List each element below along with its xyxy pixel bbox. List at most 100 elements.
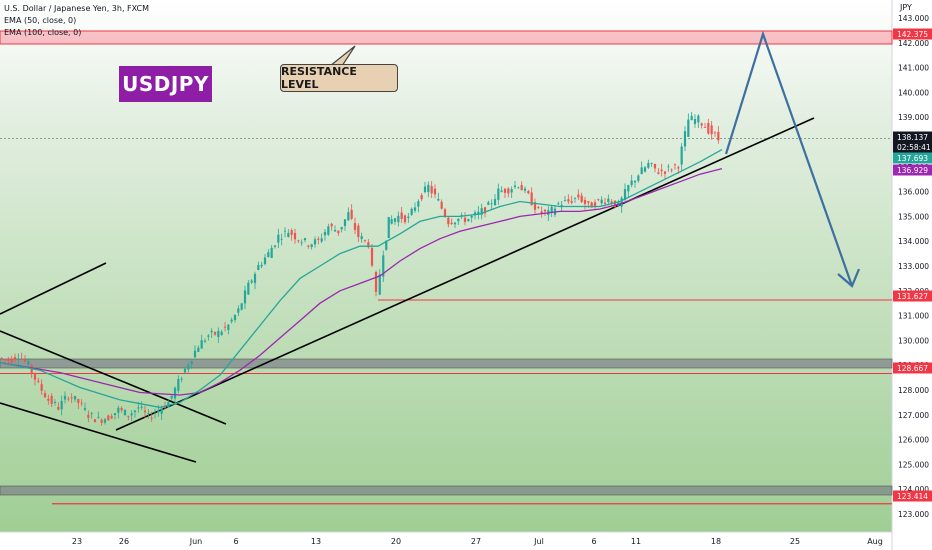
candle-body bbox=[190, 361, 193, 365]
candle-body bbox=[73, 395, 77, 400]
candle-body bbox=[320, 238, 323, 242]
candle-body bbox=[300, 242, 303, 244]
projection-arrowhead bbox=[837, 268, 861, 288]
candle-body bbox=[120, 407, 123, 411]
price-label-text: 02:58:41 bbox=[897, 143, 931, 152]
candle-body bbox=[493, 199, 497, 206]
candle-body bbox=[330, 223, 333, 227]
price-label-text: 142.375 bbox=[897, 30, 928, 39]
candle-body bbox=[133, 410, 137, 413]
y-tick-label: 134.000 bbox=[898, 237, 929, 246]
candle-body bbox=[290, 230, 293, 235]
candle-body bbox=[343, 219, 347, 226]
candle-body bbox=[473, 212, 477, 216]
candle-body bbox=[467, 219, 470, 222]
candle-body bbox=[503, 188, 507, 193]
candle-body bbox=[470, 215, 473, 218]
y-tick-label: 123.000 bbox=[898, 510, 929, 519]
candle-body bbox=[170, 395, 173, 399]
candle-body bbox=[70, 397, 73, 399]
support-zone-1[interactable] bbox=[0, 358, 893, 369]
candle-body bbox=[483, 207, 487, 214]
candle-body bbox=[400, 212, 403, 219]
price-label-box bbox=[893, 362, 932, 374]
candle-body bbox=[687, 119, 690, 137]
candle-body bbox=[240, 303, 243, 310]
candle-body bbox=[497, 188, 500, 200]
channel-lower-line[interactable] bbox=[0, 402, 197, 463]
candle-body bbox=[640, 167, 643, 175]
candle-body bbox=[97, 416, 100, 418]
projection-path[interactable] bbox=[724, 30, 854, 287]
candle-body bbox=[153, 413, 157, 415]
candle-body bbox=[273, 245, 277, 247]
candle-body bbox=[413, 207, 417, 211]
candle-body bbox=[140, 406, 143, 408]
candle-body bbox=[177, 379, 180, 391]
x-tick-label: 13 bbox=[311, 537, 321, 546]
candle-body bbox=[597, 199, 600, 201]
candle-body bbox=[313, 239, 317, 245]
y-tick-label: 140.000 bbox=[898, 88, 929, 97]
legend-symbol: U.S. Dollar / Japanese Yen, 3h, FXCM bbox=[4, 4, 150, 13]
candle-body bbox=[607, 198, 610, 203]
channel-upper-extension[interactable] bbox=[0, 262, 107, 315]
candle-body bbox=[378, 274, 381, 295]
candle-body bbox=[490, 203, 493, 205]
candle-body bbox=[385, 240, 388, 250]
candle-body bbox=[233, 315, 237, 321]
candle-body bbox=[517, 187, 520, 189]
price-label-box bbox=[893, 152, 932, 164]
candle-body bbox=[250, 280, 253, 283]
candle-body bbox=[673, 164, 677, 166]
candle-body bbox=[137, 407, 140, 409]
candle-body bbox=[393, 218, 397, 222]
candle-body bbox=[113, 413, 117, 415]
candle-body bbox=[367, 242, 370, 248]
candle-body bbox=[382, 255, 385, 277]
candle-body bbox=[277, 234, 280, 243]
candle-body bbox=[557, 203, 560, 205]
candle-body bbox=[210, 330, 213, 333]
resistance-zone[interactable] bbox=[0, 30, 893, 45]
candle-body bbox=[67, 398, 70, 400]
candle-body bbox=[303, 238, 307, 241]
candle-body bbox=[287, 232, 290, 238]
x-tick-label: Jun bbox=[189, 537, 203, 546]
ascending-trendline[interactable] bbox=[115, 117, 815, 431]
price-label-text: 128.667 bbox=[897, 364, 928, 373]
candle-body bbox=[600, 199, 603, 204]
candle-body bbox=[480, 208, 483, 215]
candle-body bbox=[280, 238, 283, 240]
candle-body bbox=[230, 319, 233, 322]
price-label-text: 138.137 bbox=[897, 133, 928, 142]
candle-body bbox=[127, 415, 130, 417]
candle-body bbox=[0, 357, 3, 359]
candle-body bbox=[163, 405, 167, 408]
candle-body bbox=[337, 230, 340, 234]
candle-body bbox=[387, 217, 390, 239]
candle-body bbox=[217, 331, 220, 337]
candle-body bbox=[173, 387, 177, 399]
candle-body bbox=[540, 211, 543, 214]
y-tick-label: 127.000 bbox=[898, 411, 929, 420]
candle-body bbox=[390, 219, 393, 224]
support-zone-2[interactable] bbox=[0, 485, 893, 496]
ema50-line bbox=[0, 149, 723, 409]
candle-body bbox=[423, 186, 427, 193]
y-tick-label: 143.000 bbox=[898, 14, 929, 23]
candle-body bbox=[40, 384, 43, 391]
candle-body bbox=[573, 197, 577, 199]
y-tick-label: 131.000 bbox=[898, 312, 929, 321]
candle-body bbox=[667, 166, 670, 168]
candle-body bbox=[713, 132, 717, 134]
candle-body bbox=[477, 211, 480, 215]
candle-body bbox=[13, 357, 17, 360]
candle-body bbox=[603, 202, 607, 204]
candle-body bbox=[420, 195, 423, 200]
candle-body bbox=[247, 282, 250, 295]
candle-body bbox=[587, 201, 590, 203]
channel-upper-line[interactable] bbox=[0, 330, 227, 425]
